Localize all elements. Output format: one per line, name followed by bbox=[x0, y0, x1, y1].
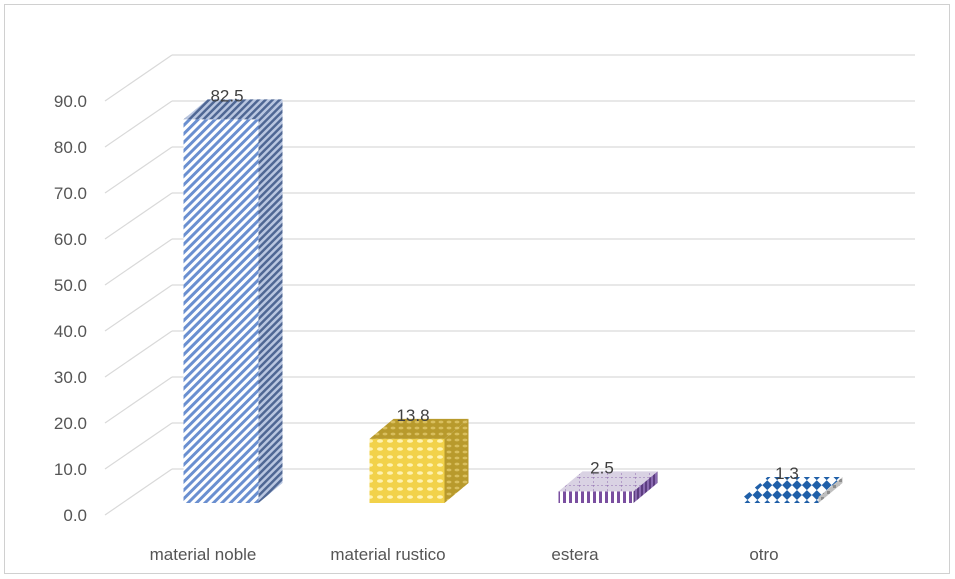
gridline-depth bbox=[104, 376, 173, 424]
data-label: 1.3 bbox=[775, 464, 799, 483]
y-tick-label: 80.0 bbox=[54, 138, 87, 157]
x-axis-categories: material noble material rustico estera otro bbox=[150, 545, 779, 564]
y-tick-label: 20.0 bbox=[54, 414, 87, 433]
gridline-depth bbox=[104, 468, 173, 516]
gridline-depth bbox=[104, 146, 173, 194]
bar-side bbox=[818, 476, 843, 503]
y-tick-label: 50.0 bbox=[54, 276, 87, 295]
gridline-depth bbox=[104, 284, 173, 332]
bar-side bbox=[258, 99, 283, 503]
gridline-depth bbox=[104, 54, 173, 102]
bar-front bbox=[743, 496, 819, 503]
y-axis-ticks: 0.0 10.0 20.0 30.0 40.0 50.0 60.0 70.0 80.0 90.0 bbox=[54, 92, 87, 525]
data-label: 82.5 bbox=[210, 86, 243, 105]
x-category-label: otro bbox=[749, 545, 778, 564]
y-tick-label: 40.0 bbox=[54, 322, 87, 341]
gridline-depth bbox=[104, 238, 173, 286]
gridline-depth bbox=[104, 422, 173, 470]
bar-front bbox=[369, 438, 445, 503]
bar-1 bbox=[183, 99, 283, 503]
bar-2 bbox=[369, 418, 469, 503]
bar-side bbox=[633, 471, 658, 503]
y-tick-label: 30.0 bbox=[54, 368, 87, 387]
y-tick-label: 90.0 bbox=[54, 92, 87, 111]
y-tick-label: 0.0 bbox=[63, 506, 87, 525]
bar-4 bbox=[743, 476, 843, 503]
x-category-label: material noble bbox=[150, 545, 257, 564]
bar-top bbox=[743, 476, 843, 497]
bar-chart: 0.010.020.030.040.050.060.070.080.090.0 … bbox=[54, 54, 915, 564]
data-label: 13.8 bbox=[396, 406, 429, 425]
bar-top bbox=[558, 471, 658, 492]
data-labels: 82.5 13.8 2.5 1.3 bbox=[210, 86, 798, 483]
x-category-label: estera bbox=[551, 545, 599, 564]
bar-top bbox=[369, 418, 469, 439]
bar-front bbox=[558, 491, 634, 503]
y-tick-label: 10.0 bbox=[54, 460, 87, 479]
chart-area: 0.0 10.0 20.0 30.0 40.0 50.0 60.0 70.0 80.0 90.0 … bbox=[4, 4, 950, 574]
y-tick-label: 60.0 bbox=[54, 230, 87, 249]
x-category-label: material rustico bbox=[330, 545, 445, 564]
data-label: 2.5 bbox=[590, 458, 614, 477]
gridline-depth bbox=[104, 330, 173, 378]
bar-side bbox=[444, 418, 469, 503]
gridlines bbox=[104, 54, 915, 516]
bar-front bbox=[183, 119, 259, 503]
bar-top bbox=[183, 99, 283, 120]
gridline-depth bbox=[104, 192, 173, 240]
bars bbox=[183, 99, 843, 503]
y-tick-label: 70.0 bbox=[54, 184, 87, 203]
bar-3 bbox=[558, 471, 658, 503]
gridline-depth bbox=[104, 100, 173, 148]
